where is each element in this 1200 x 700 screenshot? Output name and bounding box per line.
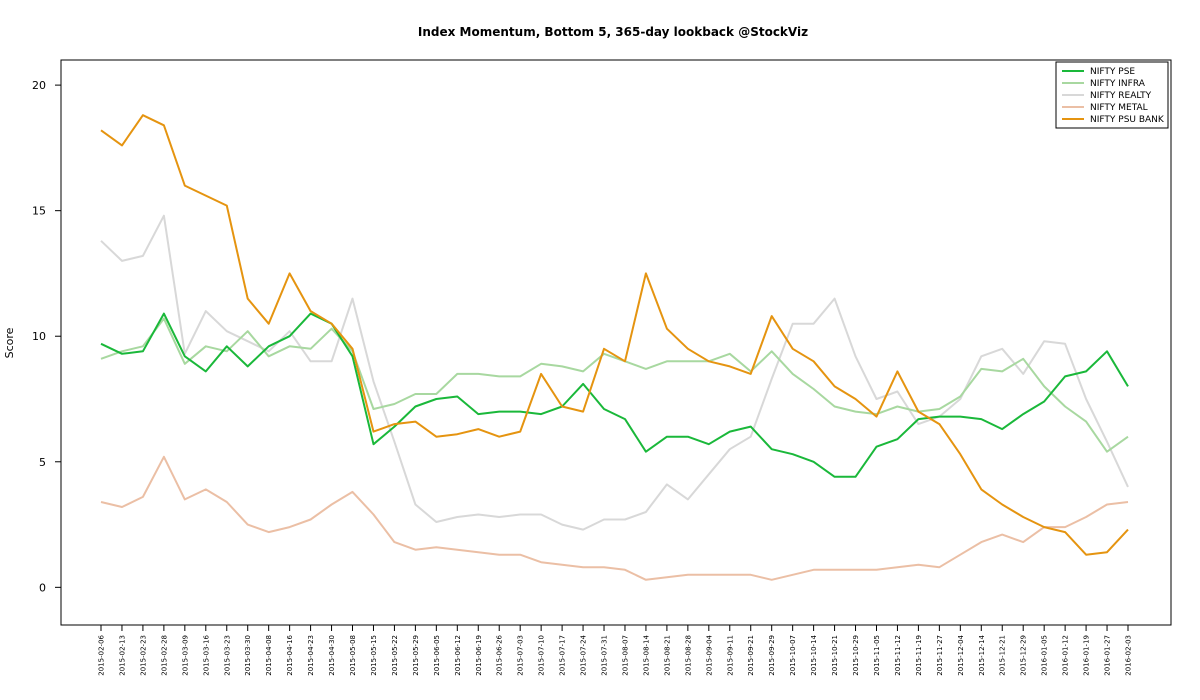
x-tick-label: 2015-07-31	[601, 635, 609, 676]
x-tick-label: 2015-04-30	[328, 635, 336, 676]
x-tick-label: 2015-05-22	[391, 635, 399, 676]
x-tick-label: 2015-10-29	[852, 635, 860, 676]
x-axis: 2015-02-06 2015-02-13 2015-02-23 2015-02-28…	[98, 625, 1133, 676]
x-tick-label: 2015-09-04	[705, 634, 713, 675]
legend-entry: NIFTY PSU BANK	[1090, 115, 1165, 125]
x-tick-label: 2015-11-12	[894, 635, 902, 676]
x-tick-label: 2015-03-09	[181, 635, 189, 676]
x-tick-label: 2015-05-08	[349, 635, 357, 676]
series-layer	[100, 114, 1129, 581]
x-tick-label: 2015-10-21	[831, 635, 839, 676]
chart-title: Index Momentum, Bottom 5, 365-day lookba…	[418, 25, 808, 39]
plot-frame	[60, 59, 1172, 626]
x-tick-label: 2015-07-17	[559, 635, 567, 676]
x-tick-label: 2015-06-26	[496, 634, 504, 675]
x-tick-label: 2015-05-15	[370, 635, 378, 676]
x-tick-label: 2016-01-05	[1041, 635, 1049, 676]
x-tick-label: 2015-08-21	[663, 635, 671, 676]
y-axis: 0 5 10 15 20	[32, 79, 61, 594]
legend: NIFTY PSE NIFTY INFRA NIFTY REALTY NIFTY ME…	[1055, 61, 1169, 129]
y-axis-label: Score	[3, 327, 16, 358]
x-tick-label: 2015-09-29	[768, 635, 776, 676]
x-tick-label: 2015-12-29	[1020, 635, 1028, 676]
x-tick-label: 2015-02-06	[98, 634, 106, 675]
x-tick-label: 2016-01-12	[1062, 635, 1070, 676]
x-tick-label: 2015-02-23	[139, 635, 147, 676]
x-tick-label: 2015-04-23	[307, 635, 315, 676]
x-tick-label: 2015-09-21	[747, 635, 755, 676]
legend-entry: NIFTY REALTY	[1090, 91, 1152, 101]
series-line-nifty-metal	[100, 455, 1129, 581]
x-tick-label: 2015-03-30	[244, 635, 252, 676]
x-tick-label: 2015-07-03	[517, 635, 525, 676]
x-tick-label: 2015-02-28	[160, 635, 168, 676]
legend-entry: NIFTY INFRA	[1090, 79, 1146, 89]
x-tick-label: 2015-11-05	[873, 635, 881, 676]
x-tick-label: 2016-01-27	[1104, 635, 1112, 676]
x-tick-label: 2015-02-13	[118, 635, 126, 676]
x-tick-label: 2015-08-28	[684, 635, 692, 676]
x-tick-label: 2015-08-07	[621, 635, 629, 676]
x-tick-label: 2015-04-16	[286, 634, 294, 675]
x-tick-label: 2015-08-14	[642, 634, 650, 675]
x-tick-label: 2015-03-16	[202, 634, 210, 675]
x-tick-label: 2015-07-24	[580, 634, 588, 675]
x-tick-label: 2015-03-23	[223, 635, 231, 676]
x-tick-label: 2016-02-03	[1125, 635, 1133, 676]
x-tick-label: 2015-12-14	[978, 634, 986, 675]
legend-entry: NIFTY PSE	[1090, 67, 1135, 77]
series-line-nifty-realty	[100, 214, 1129, 531]
y-tick-label: 0	[39, 581, 46, 594]
x-tick-label: 2015-06-19	[475, 635, 483, 676]
y-tick-label: 15	[32, 205, 46, 218]
x-tick-label: 2016-01-19	[1083, 635, 1091, 676]
x-tick-label: 2015-12-04	[957, 634, 965, 675]
x-tick-label: 2015-11-19	[915, 635, 923, 676]
y-tick-label: 20	[32, 79, 46, 92]
x-tick-label: 2015-07-10	[538, 635, 546, 676]
x-tick-label: 2015-06-05	[433, 635, 441, 676]
series-line-nifty-psu-bank	[100, 114, 1129, 556]
x-tick-label: 2015-06-12	[454, 635, 462, 676]
x-tick-label: 2015-09-11	[726, 635, 734, 676]
x-tick-label: 2015-12-21	[999, 635, 1007, 676]
x-tick-label: 2015-04-08	[265, 635, 273, 676]
x-tick-label: 2015-10-14	[810, 634, 818, 675]
series-line-nifty-infra	[100, 317, 1129, 453]
x-tick-label: 2015-05-29	[412, 635, 420, 676]
x-tick-label: 2015-11-27	[936, 635, 944, 676]
series-line-nifty-pse	[100, 312, 1129, 478]
x-tick-label: 2015-10-07	[789, 635, 797, 676]
y-tick-label: 5	[39, 456, 46, 469]
y-tick-label: 10	[32, 330, 46, 343]
legend-entry: NIFTY METAL	[1090, 103, 1148, 113]
